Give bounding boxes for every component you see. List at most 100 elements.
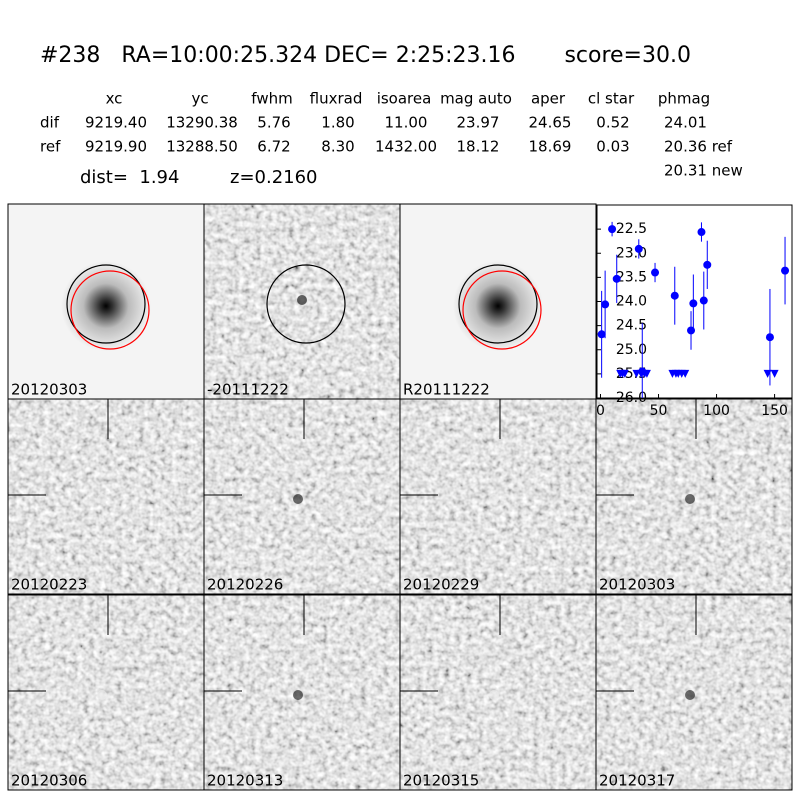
cell: 8.30 — [321, 138, 354, 156]
image-panel: 20120313 — [203, 594, 401, 791]
panel-label: 20120229 — [403, 576, 479, 594]
point — [612, 274, 621, 283]
image-panel: 20120306 — [7, 594, 205, 791]
aperture-black — [458, 264, 538, 344]
x-tick-label: 50 — [650, 403, 668, 419]
image-panel: 20120303 — [595, 398, 793, 595]
cell: 13288.50 — [166, 138, 238, 156]
point — [597, 330, 606, 339]
aperture-red — [462, 270, 542, 350]
source — [293, 690, 303, 700]
column-header: fwhm — [251, 90, 292, 108]
panel-label: R20111222 — [403, 381, 490, 399]
panel-label: 20120315 — [403, 772, 479, 790]
row-label: dif — [40, 114, 60, 132]
y-tick-label: 25.0 — [616, 342, 647, 358]
upper-limit — [770, 369, 779, 378]
point — [697, 228, 706, 237]
row-label: ref — [40, 138, 61, 156]
light-curve: 22.523.023.524.024.525.025.526.00 50 100 15… — [596, 204, 793, 419]
y-tick-label: 26.0 — [616, 390, 647, 406]
column-header: mag auto — [440, 90, 512, 108]
image-panel: 20120317 — [595, 594, 793, 791]
image-panel: 20120315 — [399, 594, 597, 791]
dist: dist= 1.94 — [80, 167, 179, 188]
source — [685, 690, 695, 700]
cell: 24.65 — [529, 114, 572, 132]
image-panel: 20120223 — [7, 398, 205, 595]
cell: 9219.40 — [85, 114, 147, 132]
point — [765, 333, 774, 342]
column-header: fluxrad — [310, 90, 363, 108]
image-panel: 20120229 — [399, 398, 597, 595]
column-header: xc — [106, 90, 123, 108]
cell: 0.52 — [596, 114, 629, 132]
y-tick-label: 24.5 — [616, 318, 647, 334]
redshift: z=0.2160 — [230, 167, 318, 188]
cell: 20.36 ref — [664, 138, 733, 156]
cell: 24.01 — [664, 114, 707, 132]
column-header: isoarea — [377, 90, 432, 108]
panel-label: 20120226 — [207, 576, 283, 594]
image-panel: 20120303 — [7, 203, 205, 400]
cell: 11.00 — [385, 114, 428, 132]
panels: 20120303 -20111222 R20111222 20120223 201202… — [7, 203, 793, 791]
y-tick-label: 23.5 — [616, 269, 647, 285]
upper-limit — [681, 369, 690, 378]
column-header: phmag — [658, 90, 710, 108]
source — [297, 295, 307, 305]
y-tick-label: 22.5 — [616, 221, 647, 237]
panel-label: 20120303 — [11, 381, 87, 399]
column-header: yc — [191, 90, 208, 108]
point — [601, 300, 610, 309]
source — [97, 690, 107, 700]
y-tick-label: 24.0 — [616, 294, 647, 310]
aperture-red — [70, 270, 150, 350]
source — [489, 494, 499, 504]
galaxy — [453, 261, 543, 351]
upper-limit — [642, 369, 651, 378]
point — [689, 299, 698, 308]
image-panel: R20111222 — [399, 203, 597, 400]
aperture-black — [266, 264, 346, 344]
panel-label: 20120317 — [599, 772, 675, 790]
upper-limit — [620, 369, 629, 378]
new-mag: 20.31 new — [664, 162, 743, 180]
image-panel: -20111222 — [203, 203, 401, 400]
panel-label: 20120303 — [599, 576, 675, 594]
panel-label: 20120313 — [207, 772, 283, 790]
x-tick-label: 0 — [596, 403, 605, 419]
panel-label: 20120223 — [11, 576, 87, 594]
point — [781, 266, 790, 275]
source — [97, 494, 107, 504]
cell: 1432.00 — [375, 138, 437, 156]
column-header: aper — [531, 90, 566, 108]
cell: 1.80 — [321, 114, 354, 132]
panel-label: 20120306 — [11, 772, 87, 790]
source — [489, 690, 499, 700]
point — [699, 296, 708, 305]
column-header: cl star — [588, 90, 635, 108]
point — [608, 225, 617, 234]
cell: 23.97 — [457, 114, 500, 132]
cell: 18.12 — [457, 138, 500, 156]
point — [634, 244, 643, 253]
upper-limit — [763, 369, 772, 378]
cell: 13290.38 — [166, 114, 238, 132]
cell: 9219.90 — [85, 138, 147, 156]
title: #238 RA=10:00:25.324 DEC= 2:25:23.16 sco… — [40, 43, 691, 68]
cell: 18.69 — [529, 138, 572, 156]
cell: 6.72 — [257, 138, 290, 156]
x-tick-label: 100 — [703, 403, 730, 419]
point — [670, 291, 679, 300]
galaxy — [61, 261, 151, 351]
cell: 0.03 — [596, 138, 629, 156]
panel-label: -20111222 — [207, 381, 289, 399]
image-panel: 20120226 — [203, 398, 401, 595]
cell: 5.76 — [257, 114, 290, 132]
x-tick-label: 150 — [761, 403, 788, 419]
source — [685, 494, 695, 504]
point — [703, 260, 712, 269]
panel-border — [595, 398, 793, 595]
